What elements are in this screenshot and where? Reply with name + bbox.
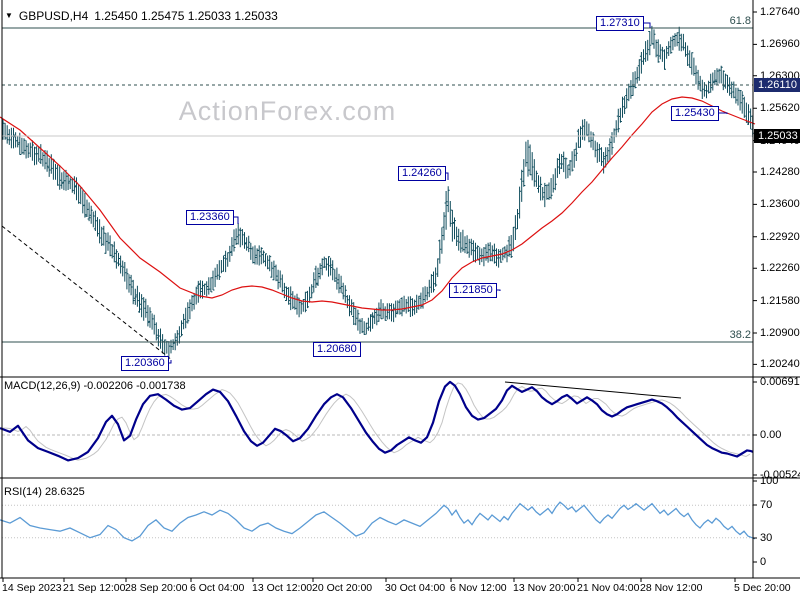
callout-connector bbox=[642, 22, 651, 28]
macd-signal-line bbox=[2, 382, 751, 461]
price-callout-label[interactable]: 1.23360 bbox=[186, 210, 234, 225]
date-axis-label: 13 Nov 20:00 bbox=[513, 582, 576, 594]
date-axis-label: 6 Oct 04:00 bbox=[190, 582, 245, 594]
price-axis-label: 1.23600 bbox=[760, 198, 800, 210]
macd-divergence-trendline[interactable] bbox=[504, 381, 682, 399]
date-axis-label: 5 Dec 20:00 bbox=[734, 582, 791, 594]
candlestick-open-close-ticks bbox=[1, 31, 755, 348]
diagonal-trendline[interactable] bbox=[1, 225, 173, 361]
symbol-dropdown-icon: ▼ bbox=[5, 11, 13, 20]
date-axis-label: 21 Nov 04:00 bbox=[577, 582, 640, 594]
price-callout-label[interactable]: 1.20360 bbox=[121, 356, 169, 371]
macd-axis-label: 0.006915 bbox=[760, 376, 800, 388]
rsi-indicator-label: RSI(14) 28.6325 bbox=[4, 486, 85, 498]
date-axis-label: 30 Oct 04:00 bbox=[385, 582, 446, 594]
price-axis-label: 1.24280 bbox=[760, 166, 800, 178]
watermark: ActionForex.com bbox=[178, 96, 397, 126]
price-callout-label[interactable]: 1.27310 bbox=[596, 16, 644, 31]
price-axis-label: 1.22920 bbox=[760, 231, 800, 243]
price-axis-label: 1.27640 bbox=[760, 6, 800, 18]
axis-ticks bbox=[2, 11, 757, 582]
ohlc-quotes: 1.25450 1.25475 1.25033 1.25033 bbox=[94, 9, 278, 23]
date-axis-label: 14 Sep 2023 bbox=[2, 582, 62, 594]
date-axis-label: 21 Sep 12:00 bbox=[63, 582, 126, 594]
symbol-label: GBPUSD,H4 bbox=[18, 9, 89, 23]
price-callout-label[interactable]: 1.24260 bbox=[398, 166, 446, 181]
date-axis-label: 28 Sep 20:00 bbox=[125, 582, 188, 594]
callout-connector bbox=[717, 112, 728, 114]
date-axis-label: 28 Nov 12:00 bbox=[640, 582, 703, 594]
price-axis-label: 1.25620 bbox=[760, 102, 800, 114]
fib-level-label-38.2: 38.2 bbox=[729, 329, 751, 341]
rsi-axis-label: 100 bbox=[760, 475, 779, 487]
rsi-axis-label: 0 bbox=[760, 556, 767, 568]
candlestick-series bbox=[2, 25, 754, 357]
rsi-axis-label: 30 bbox=[760, 532, 773, 544]
date-axis-label: 6 Nov 12:00 bbox=[450, 582, 507, 594]
macd-line bbox=[0, 380, 754, 462]
rsi-line bbox=[0, 501, 756, 542]
price-callout-label[interactable]: 1.21850 bbox=[449, 283, 497, 298]
chart-title-bar: ▼ GBPUSD,H4 1.25450 1.25475 1.25033 1.25… bbox=[5, 9, 278, 23]
price-axis-label: 1.26960 bbox=[760, 38, 800, 50]
price-axis-label: 1.20900 bbox=[760, 327, 800, 339]
price-axis-highlight-1.25033: 1.25033 bbox=[754, 129, 800, 143]
fib-level-label-61.8: 61.8 bbox=[729, 15, 751, 27]
price-callout-label[interactable]: 1.25430 bbox=[671, 106, 719, 121]
price-callout-label[interactable]: 1.20680 bbox=[313, 342, 361, 357]
callout-connector bbox=[232, 216, 239, 224]
price-axis-label: 1.22260 bbox=[760, 262, 800, 274]
macd-axis-label: -0.005241 bbox=[760, 469, 800, 481]
macd-axis-label: 0.00 bbox=[760, 429, 782, 441]
price-axis-label: 1.21580 bbox=[760, 295, 800, 307]
price-axis-highlight-1.26110: 1.26110 bbox=[754, 78, 800, 92]
ma-line bbox=[0, 96, 756, 311]
macd-indicator-label: MACD(12,26,9) -0.002206 -0.001738 bbox=[4, 380, 186, 392]
rsi-axis-label: 70 bbox=[760, 499, 773, 511]
date-axis-label: 13 Oct 12:00 bbox=[252, 582, 313, 594]
date-axis-label: 20 Oct 20:00 bbox=[312, 582, 373, 594]
price-axis-label: 1.20240 bbox=[760, 358, 800, 370]
